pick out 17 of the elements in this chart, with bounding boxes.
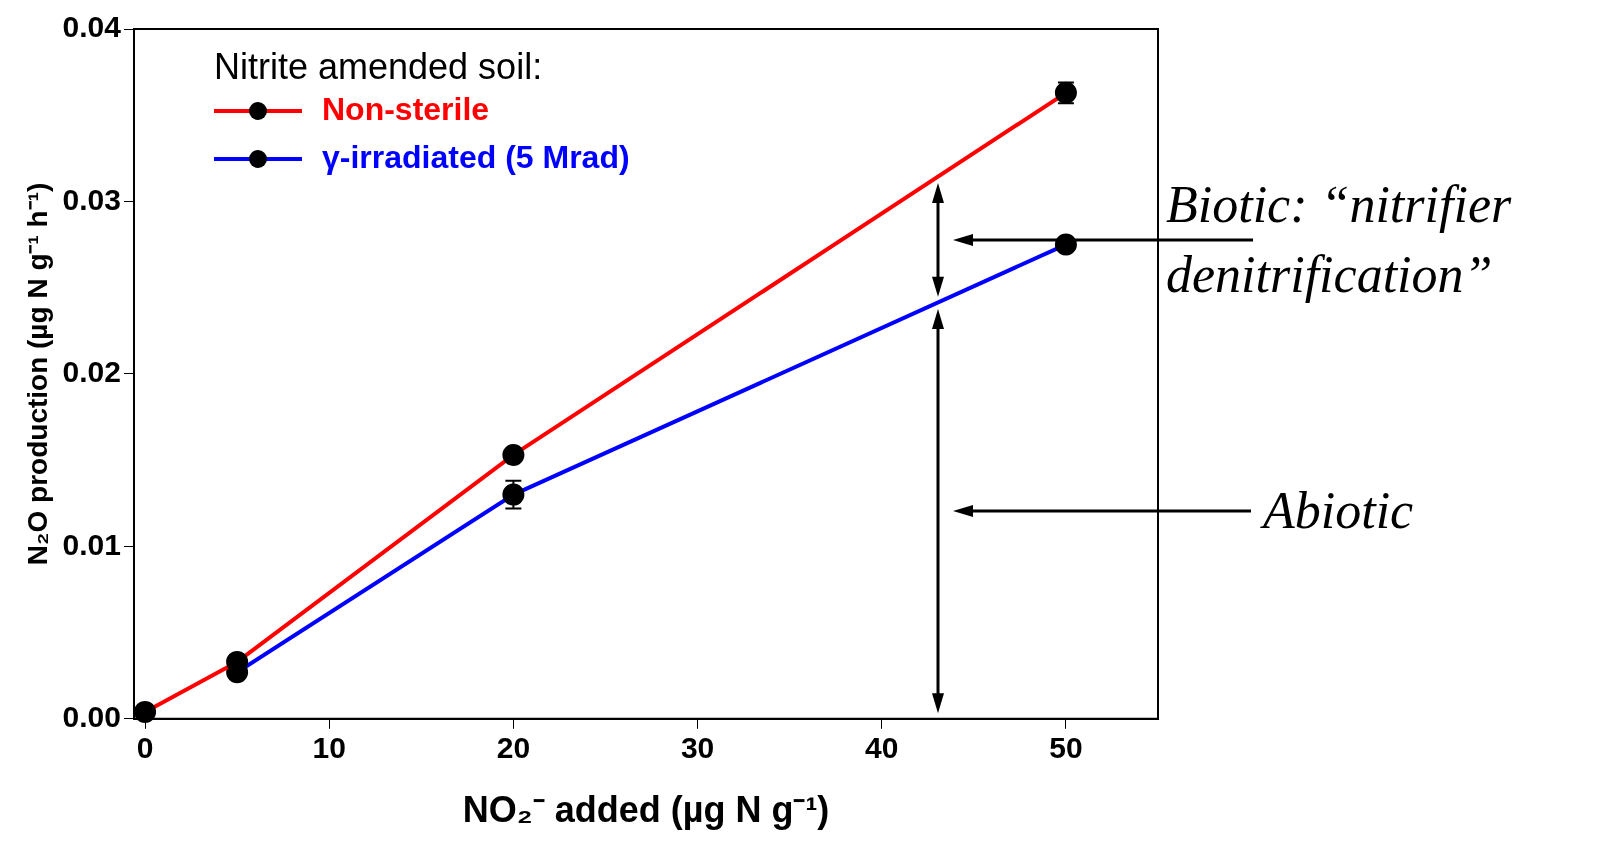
y-tick-label: 0.02 <box>62 355 121 389</box>
y-tick-label: 0.00 <box>62 700 121 734</box>
text: Biotic: “nitrifier denitrification” <box>1166 174 1513 305</box>
legend-label: Non-sterile <box>321 90 490 127</box>
x-tick-label: 10 <box>312 731 346 765</box>
legend-label: γ-irradiated (5 Mrad) <box>321 138 630 175</box>
x-tick-label: 30 <box>680 731 715 765</box>
legend-title: Nitrite amended soil: <box>213 45 543 87</box>
y-axis-title: N₂O production (µg N g⁻¹ h⁻¹) <box>21 182 53 566</box>
x-tick-label: 20 <box>496 731 531 765</box>
y-tick-label: 0.04 <box>62 10 122 44</box>
x-tick-label: 40 <box>865 731 899 765</box>
x-axis-title: NO₂⁻ added (µg N g⁻¹) <box>462 789 830 831</box>
x-tick-label: 0 <box>136 731 154 765</box>
x-tick-label: 50 <box>1049 731 1083 765</box>
y-tick-label: 0.03 <box>62 182 121 216</box>
y-tick-label: 0.01 <box>62 527 121 561</box>
